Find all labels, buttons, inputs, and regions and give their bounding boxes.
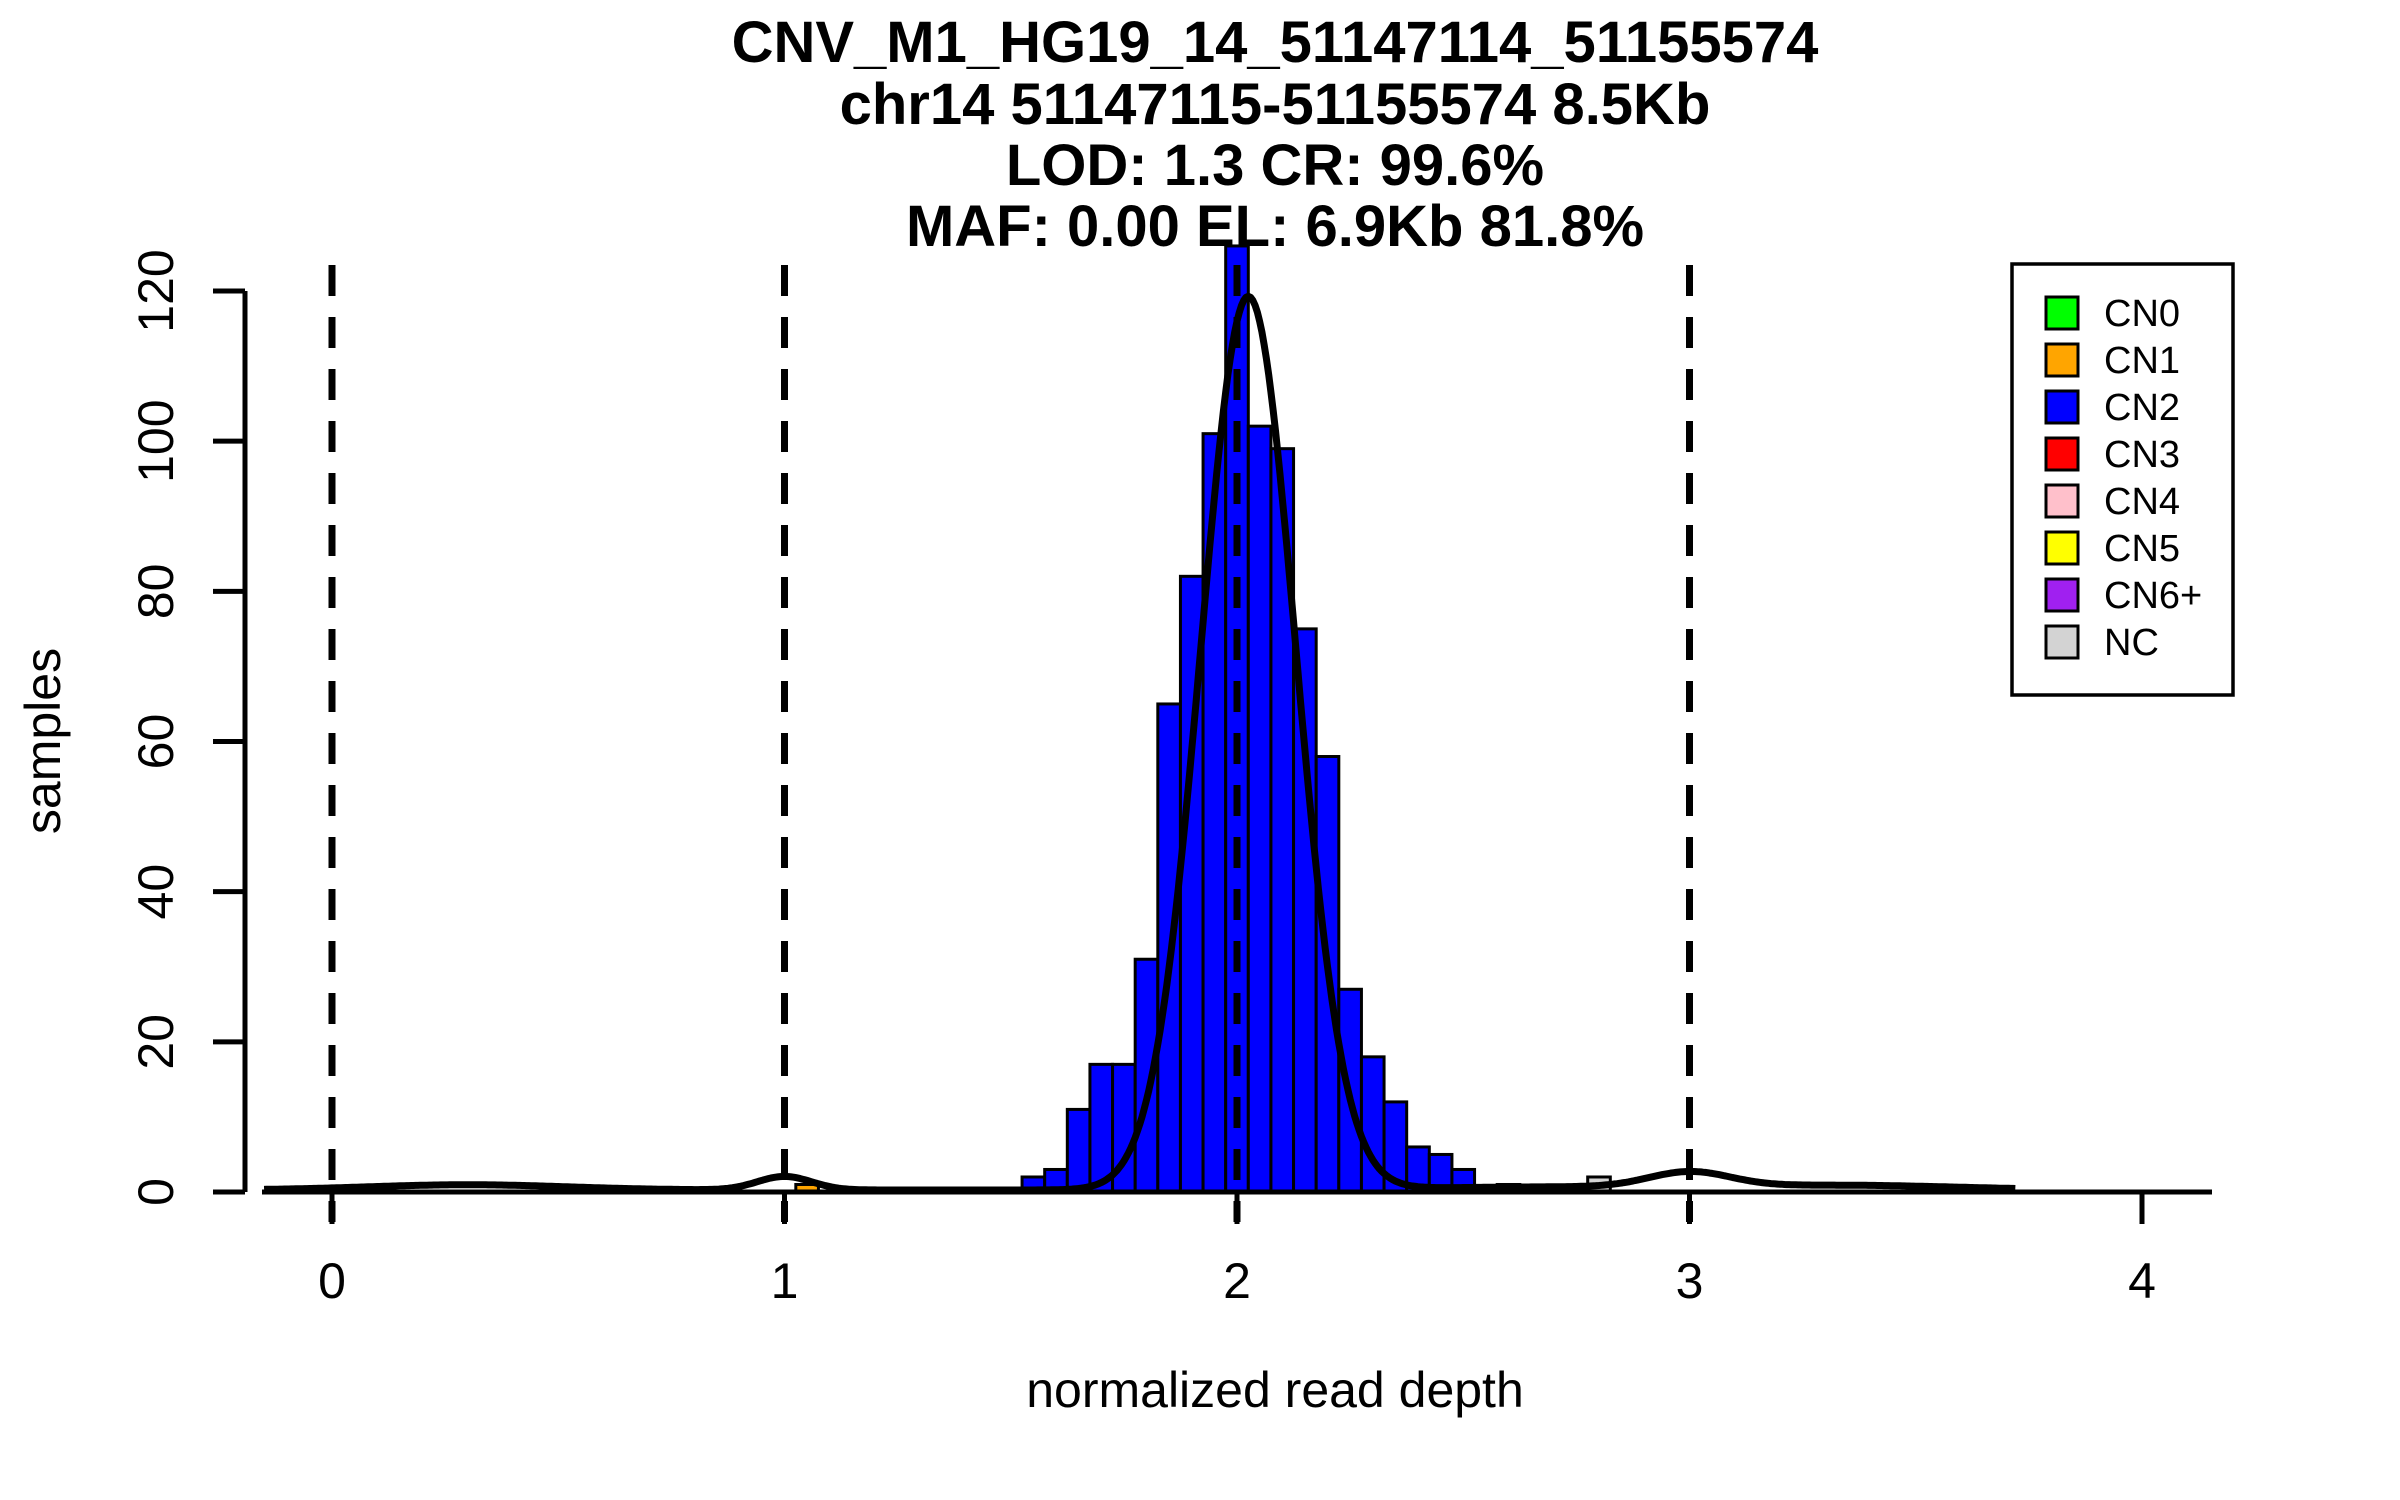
y-tick-label-100: 100: [128, 399, 184, 482]
title-line-1: CNV_M1_HG19_14_51147114_51155574: [732, 10, 1819, 75]
histogram-bar-cn2-1.65: [1065, 1107, 1092, 1194]
legend-swatch-cn0: [2044, 295, 2080, 331]
y-tick-label-0: 0: [128, 1178, 184, 1206]
dashed-copy-number-guides: [328, 265, 1693, 1222]
y-tick-label-40: 40: [128, 864, 184, 920]
title-line-4: MAF: 0.00 EL: 6.9Kb 81.8%: [906, 194, 1644, 259]
density-curve: [262, 292, 2017, 1194]
legend-swatch-cn6plus: [2044, 577, 2080, 613]
legend-label-cn6plus: CN6+: [2104, 575, 2202, 617]
legend-swatch-cn2: [2044, 389, 2080, 425]
histogram-bar-cn2-2.05: [1246, 424, 1273, 1194]
axes: [213, 288, 2212, 1224]
title-line-2: chr14 51147115-51155574 8.5Kb: [840, 72, 1711, 137]
x-axis-label: normalized read depth: [1026, 1362, 1524, 1418]
y-tick-label-120: 120: [128, 249, 184, 332]
x-tick-label-1: 1: [771, 1253, 799, 1309]
title-line-3: LOD: 1.3 CR: 99.6%: [1006, 133, 1544, 198]
legend-swatch-cn5: [2044, 530, 2080, 566]
legend-swatch-cn1: [2044, 342, 2080, 378]
legend-label-nc: NC: [2104, 622, 2159, 664]
legend-swatch-cn4: [2044, 483, 2080, 519]
legend-swatch-cn3: [2044, 436, 2080, 472]
fitted-density-curve: [262, 292, 2017, 1194]
legend-label-cn2: CN2: [2104, 387, 2180, 429]
y-tick-label-80: 80: [128, 564, 184, 620]
x-tick-label-2: 2: [1223, 1253, 1251, 1309]
histogram-bar-cn2-1.7: [1088, 1062, 1115, 1194]
legend-label-cn0: CN0: [2104, 293, 2180, 335]
y-axis-label: samples: [15, 648, 71, 834]
legend-label-cn1: CN1: [2104, 340, 2180, 382]
x-tick-label-0: 0: [318, 1253, 346, 1309]
legend-label-cn3: CN3: [2104, 434, 2180, 476]
y-tick-label-20: 20: [128, 1014, 184, 1070]
y-tick-label-60: 60: [128, 714, 184, 770]
legend-swatch-nc: [2044, 624, 2080, 660]
x-tick-label-4: 4: [2128, 1253, 2156, 1309]
x-tick-label-3: 3: [1676, 1253, 1704, 1309]
legend-label-cn4: CN4: [2104, 481, 2180, 523]
histogram-bars: [794, 244, 1612, 1194]
legend-label-cn5: CN5: [2104, 528, 2180, 570]
legend: CN0 CN1 CN2 CN3 CN4 CN5 CN6+ NC: [2010, 262, 2235, 697]
legend-box: [2010, 262, 2235, 697]
